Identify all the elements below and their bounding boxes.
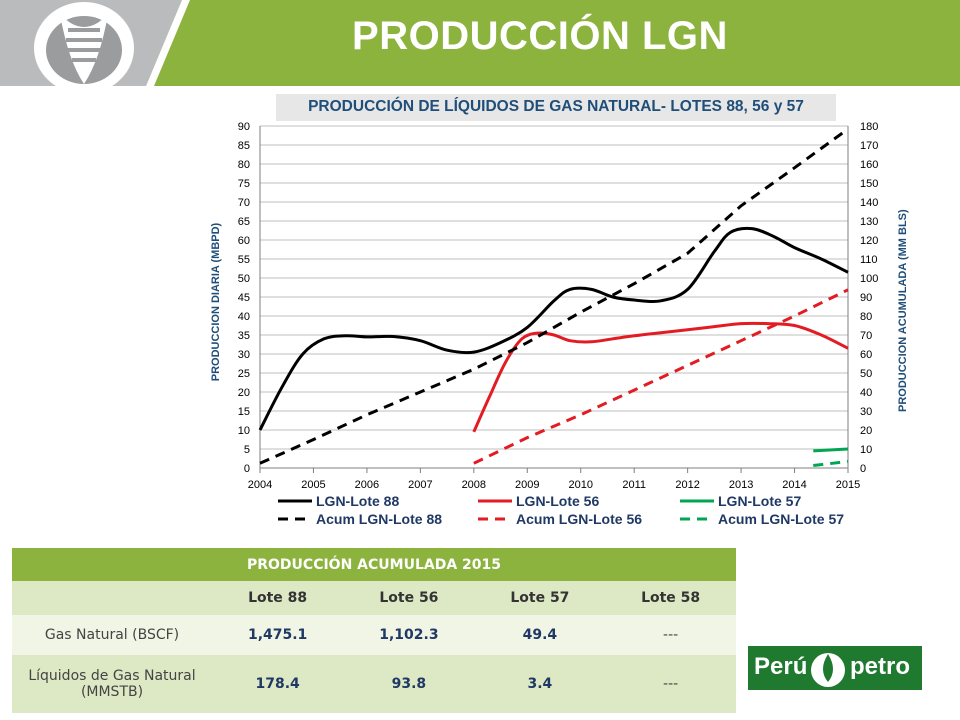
table-row: Líquidos de Gas Natural (MMSTB) 178.4 93… — [12, 655, 736, 713]
row-label: Gas Natural (BSCF) — [12, 615, 212, 655]
tick-labels: 0 5 10 15 20 25 30 35 40 45 50 55 60 65 70 75 80 85 90 0 10 2… — [238, 121, 879, 491]
y2-tick-label: 10 — [860, 444, 872, 456]
y2-axis-title: PRODUCCION ACUMULADA (MM BLS) — [897, 209, 909, 412]
table-cell: 93.8 — [343, 655, 475, 713]
series-line-lgn-lote-57 — [813, 447, 849, 453]
y2-tick-label: 70 — [860, 330, 872, 342]
legend-label: LGN-Lote 88 — [316, 493, 399, 509]
y2-tick-label: 150 — [860, 178, 878, 190]
legend-label: Acum LGN-Lote 56 — [516, 511, 642, 527]
page-title: PRODUCCIÓN LGN — [352, 14, 728, 58]
table-header-cell — [12, 581, 212, 615]
y-tick-label: 70 — [238, 197, 250, 209]
x-tick-label: 2007 — [408, 479, 432, 491]
legend-label: Acum LGN-Lote 57 — [718, 511, 844, 527]
y-tick-label: 55 — [238, 254, 250, 266]
y2-tick-label: 0 — [860, 463, 866, 475]
x-tick-label: 2006 — [355, 479, 379, 491]
y2-tick-label: 50 — [860, 368, 872, 380]
y-tick-label: 45 — [238, 292, 250, 304]
y-tick-label: 65 — [238, 216, 250, 228]
production-table: PRODUCCIÓN ACUMULADA 2015 Lote 88 Lote 5… — [12, 548, 736, 713]
y-tick-label: 85 — [238, 140, 250, 152]
y2-tick-label: 20 — [860, 425, 872, 437]
table-cell: 49.4 — [474, 615, 606, 655]
table-cell: --- — [605, 615, 736, 655]
y-tick-label: 0 — [244, 463, 250, 475]
y2-tick-label: 80 — [860, 311, 872, 323]
y2-tick-label: 170 — [860, 140, 878, 152]
y-tick-label: 75 — [238, 178, 250, 190]
series-line-acum-lgn-lote-56 — [473, 288, 849, 465]
x-tick-label: 2009 — [515, 479, 539, 491]
y-tick-label: 25 — [238, 368, 250, 380]
table-header-row: Lote 88 Lote 56 Lote 57 Lote 58 — [12, 581, 736, 615]
y-tick-label: 60 — [238, 235, 250, 247]
x-tick-label: 2004 — [248, 479, 272, 491]
y-tick-label: 50 — [238, 273, 250, 285]
legend: LGN-Lote 88 LGN-Lote 56 LGN-Lote 57 Acum LG… — [278, 493, 844, 527]
y-axis-title: PRODUCCION DIARIA (MBPD) — [210, 222, 222, 382]
perupetro-logo: Perú petro — [748, 646, 922, 690]
x-tick-label: 2011 — [622, 479, 646, 491]
y-tick-label: 40 — [238, 311, 250, 323]
series-line-acum-lgn-lote-88 — [259, 127, 849, 465]
series-line-lgn-lote-88 — [258, 226, 849, 431]
chart: 0 5 10 15 20 25 30 35 40 45 50 55 60 65 70 75 80 85 90 0 10 2… — [238, 121, 879, 527]
y2-tick-label: 160 — [860, 159, 878, 171]
x-tick-label: 2005 — [301, 479, 325, 491]
y-tick-label: 30 — [238, 349, 250, 361]
legend-label: LGN-Lote 56 — [516, 493, 599, 509]
y2-tick-label: 130 — [860, 216, 878, 228]
y2-tick-label: 30 — [860, 406, 872, 418]
drop-icon — [811, 653, 845, 687]
table-header-cell: Lote 58 — [605, 581, 736, 615]
x-tick-label: 2008 — [462, 479, 486, 491]
y-tick-label: 15 — [238, 406, 250, 418]
company-emblem-icon — [34, 2, 134, 86]
y-tick-label: 35 — [238, 330, 250, 342]
logo-text-left: Perú — [754, 653, 808, 680]
y-tick-label: 20 — [238, 387, 250, 399]
legend-label: Acum LGN-Lote 88 — [316, 511, 442, 527]
y2-tick-label: 100 — [860, 273, 878, 285]
series-lines — [258, 127, 849, 467]
table-cell: 3.4 — [474, 655, 606, 713]
x-tick-label: 2010 — [568, 479, 592, 491]
y-tick-label: 80 — [238, 159, 250, 171]
header-bar — [0, 0, 960, 86]
y-tick-label: 5 — [244, 444, 250, 456]
y2-tick-label: 90 — [860, 292, 872, 304]
table-cell: 1,102.3 — [343, 615, 475, 655]
table-title: PRODUCCIÓN ACUMULADA 2015 — [12, 548, 736, 581]
y2-tick-label: 40 — [860, 387, 872, 399]
row-label: Líquidos de Gas Natural (MMSTB) — [12, 655, 212, 713]
x-tick-label: 2014 — [782, 479, 806, 491]
series-line-lgn-lote-56 — [472, 321, 849, 433]
y2-tick-label: 60 — [860, 349, 872, 361]
table-cell: 178.4 — [212, 655, 344, 713]
x-tick-label: 2012 — [675, 479, 699, 491]
y2-tick-label: 120 — [860, 235, 878, 247]
table-header-cell: Lote 56 — [343, 581, 475, 615]
y-tick-label: 10 — [238, 425, 250, 437]
x-tick-label: 2013 — [729, 479, 753, 491]
chart-title: PRODUCCIÓN DE LÍQUIDOS DE GAS NATURAL- L… — [308, 98, 804, 115]
table-header-cell: Lote 88 — [212, 581, 344, 615]
table-cell: 1,475.1 — [212, 615, 344, 655]
y2-tick-label: 140 — [860, 197, 878, 209]
table-cell: --- — [605, 655, 736, 713]
x-tick-label: 2015 — [836, 479, 860, 491]
series-line-acum-lgn-lote-57 — [813, 460, 849, 467]
table-row: Gas Natural (BSCF) 1,475.1 1,102.3 49.4 … — [12, 615, 736, 655]
y-tick-label: 90 — [238, 121, 250, 133]
table-header-cell: Lote 57 — [474, 581, 606, 615]
axes — [259, 126, 849, 473]
logo-text-right: petro — [850, 653, 910, 680]
y2-tick-label: 110 — [860, 254, 878, 266]
y2-tick-label: 180 — [860, 121, 878, 133]
chart-title-box: PRODUCCIÓN DE LÍQUIDOS DE GAS NATURAL- L… — [276, 94, 836, 121]
gridlines — [260, 125, 848, 469]
legend-label: LGN-Lote 57 — [718, 493, 801, 509]
